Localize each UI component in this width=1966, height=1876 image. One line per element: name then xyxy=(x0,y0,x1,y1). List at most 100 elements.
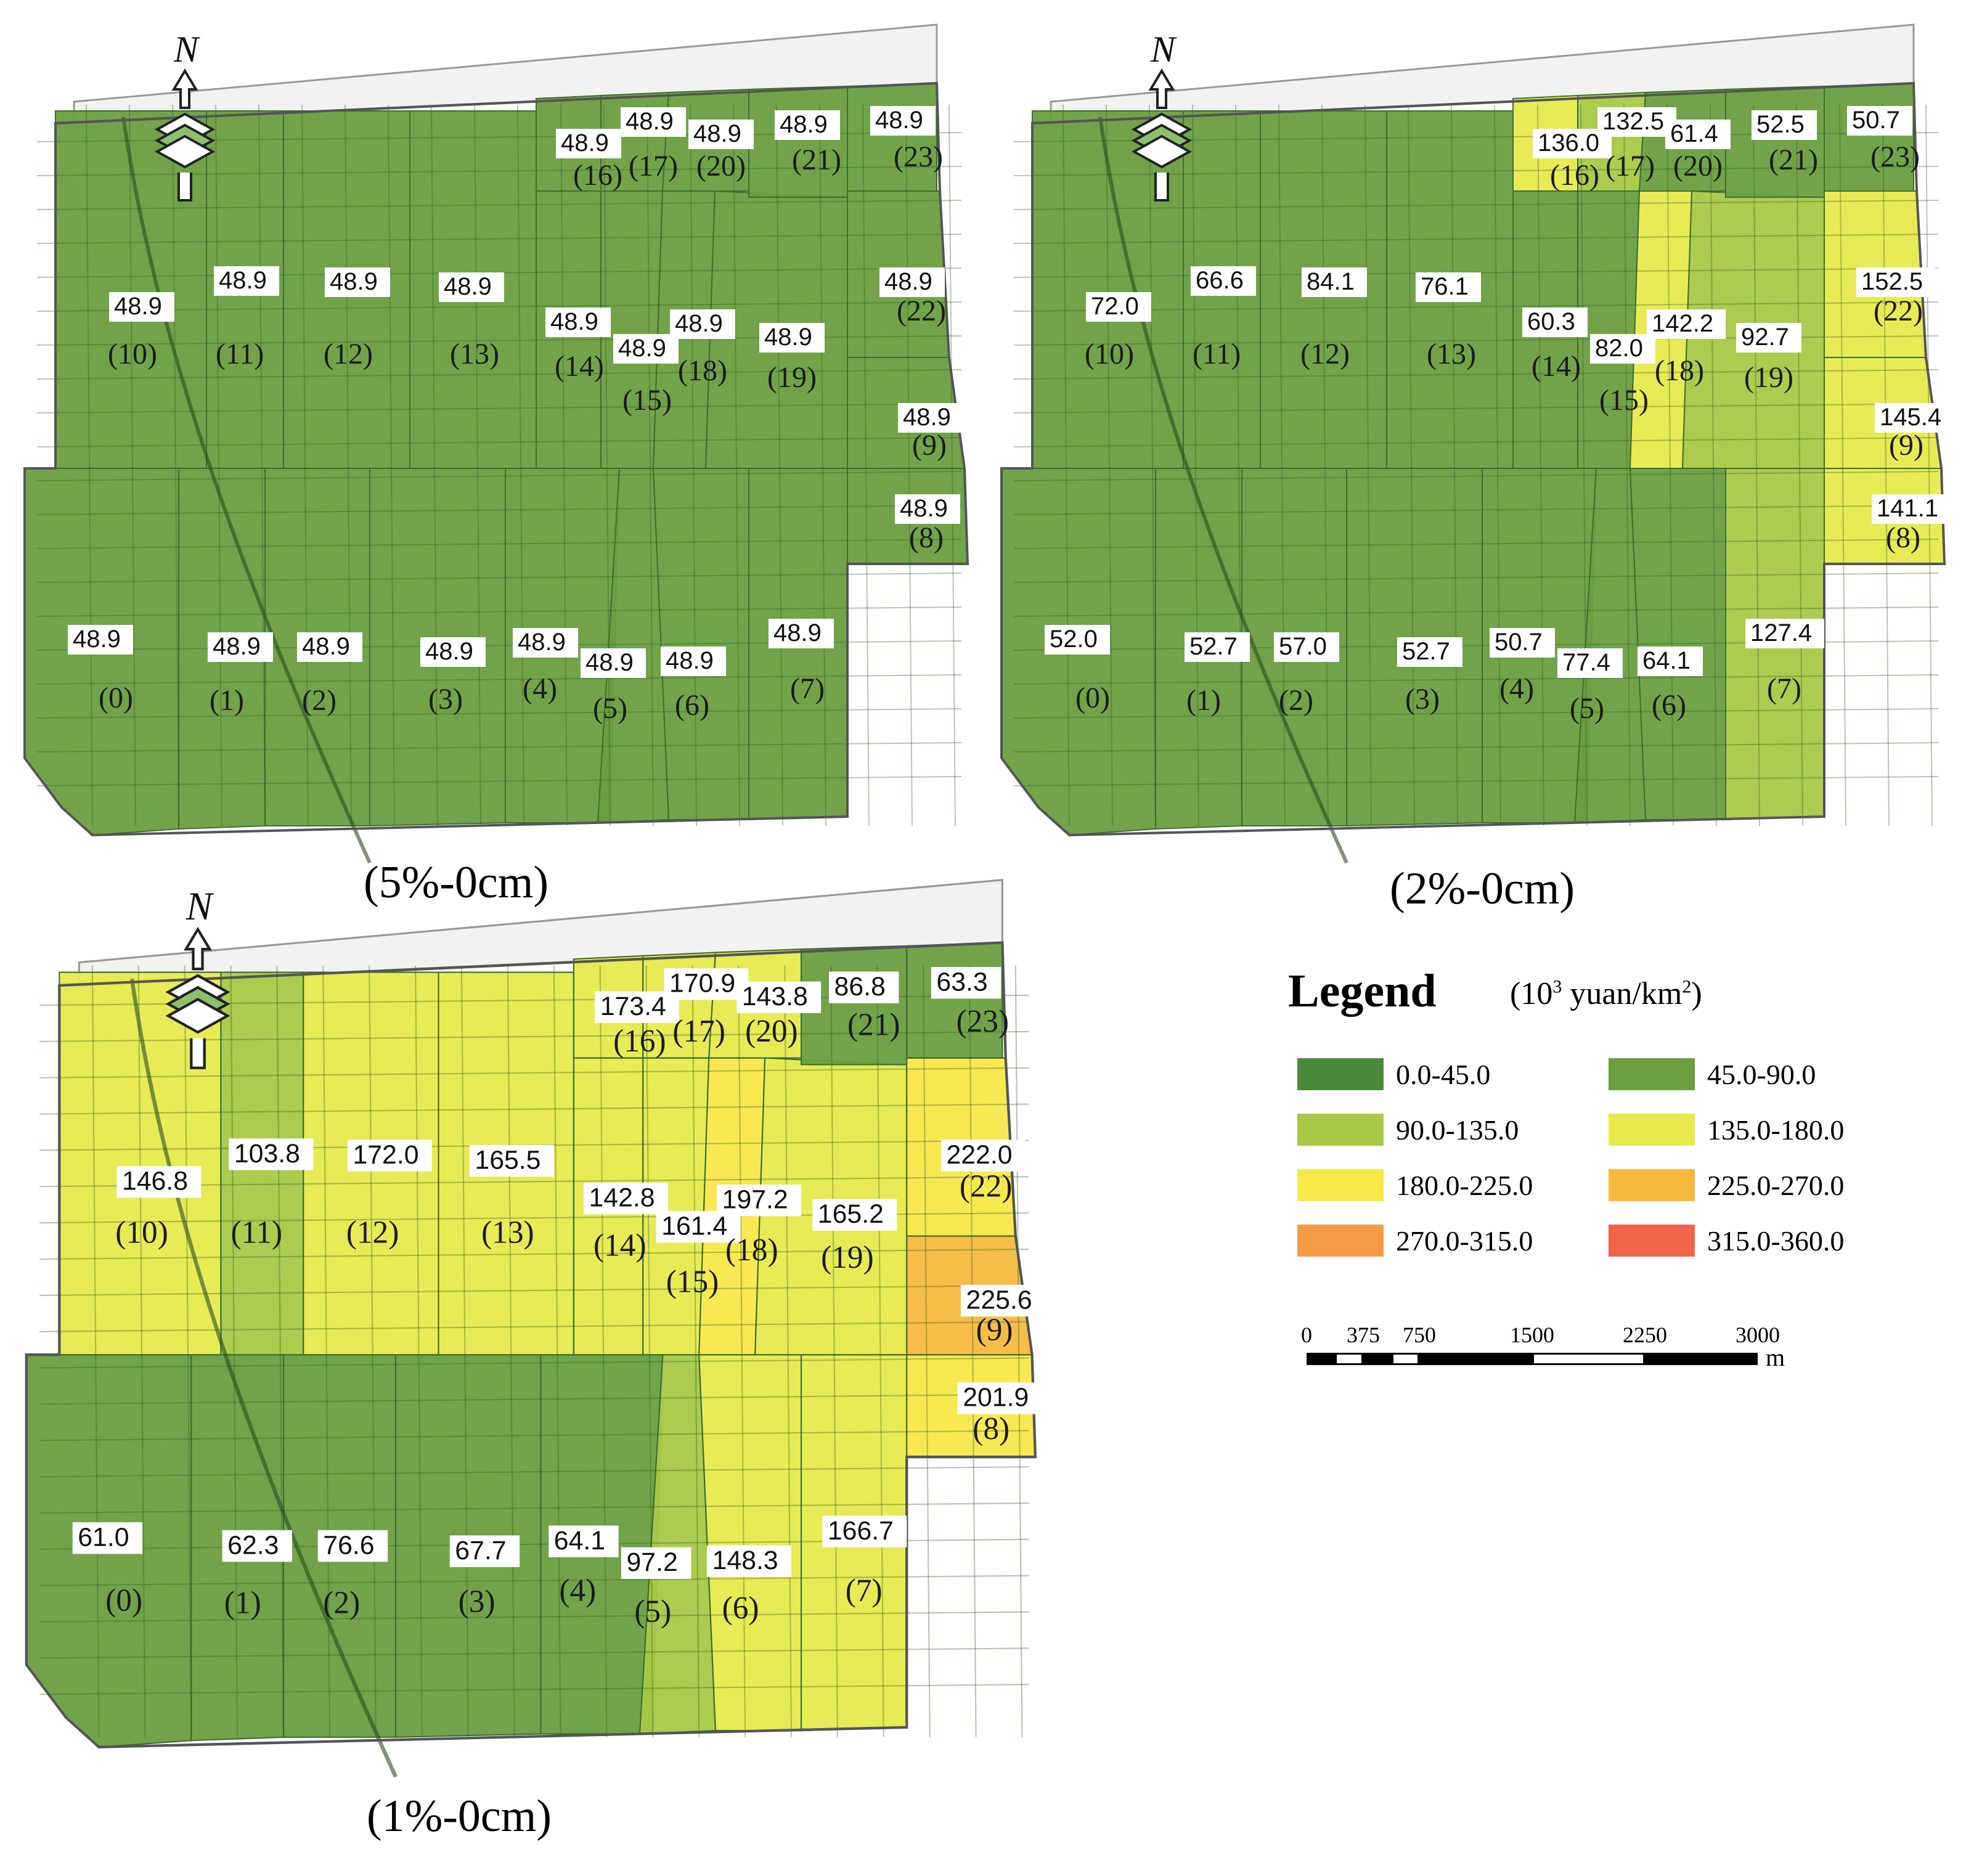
zone-label: 61.4 (20) xyxy=(1665,120,1731,182)
zone-label: 173.4 (16) xyxy=(595,991,680,1059)
zone-label: 48.9 (17) xyxy=(621,107,686,182)
zone-value: 141.1 xyxy=(1877,495,1938,522)
scale-segment xyxy=(1363,1353,1392,1365)
map-panel-1pct: N 61.0 (0) 62.3 (1) 76.6 (2) 67.7 (3) 64.1 (4) 97.2… xyxy=(0,854,1072,1778)
zone-label: 48.9(22) xyxy=(879,267,946,327)
zone-label: 48.9 (11) xyxy=(214,266,279,370)
legend-title: Legend xyxy=(1288,965,1437,1017)
value-box xyxy=(1647,309,1726,339)
zone-value: 48.9 xyxy=(884,268,932,295)
value-box xyxy=(556,129,621,158)
zone-index: (14) xyxy=(555,350,604,383)
value-box xyxy=(736,981,822,1013)
zone-value: 136.0 xyxy=(1538,129,1599,157)
zone-value: 48.9 xyxy=(425,638,473,665)
zone-label: 82.0 (15) xyxy=(1590,334,1655,417)
value-box xyxy=(661,646,726,676)
zone-label: 48.9 (14) xyxy=(545,308,611,383)
zone-value: 222.0 xyxy=(946,1140,1012,1170)
zone-label: 60.3 (14) xyxy=(1522,308,1588,383)
map-outline xyxy=(1000,81,1946,837)
zone-label: 52.7 (1) xyxy=(1185,632,1250,717)
zone-label: 61.0 (0) xyxy=(72,1522,143,1618)
scale-unit: m xyxy=(1766,1344,1785,1371)
zone-value: 48.9 xyxy=(626,108,674,135)
zone-label: 48.9 (21) xyxy=(775,110,841,176)
value-box xyxy=(549,1525,619,1557)
legend-item: 225.0-270.0 xyxy=(1609,1168,1904,1202)
value-box xyxy=(1416,272,1481,302)
value-box xyxy=(621,107,686,137)
zone-index: (5) xyxy=(593,692,627,725)
value-box xyxy=(1274,632,1339,662)
zone-value: 48.9 xyxy=(666,647,714,674)
zone-label: 142.2 (18) xyxy=(1647,309,1726,387)
zone-label: 52.0 (0) xyxy=(1045,625,1110,714)
zone-label: 142.8 (14) xyxy=(583,1182,668,1263)
legend-label: 90.0-135.0 xyxy=(1396,1114,1519,1146)
zone-value: 48.9 xyxy=(764,324,812,351)
zone-label: 103.8 (11) xyxy=(229,1138,314,1250)
zone-index: (6) xyxy=(722,1591,759,1626)
zone-label: 86.8 (21) xyxy=(828,971,900,1042)
zone-value: 76.1 xyxy=(1421,273,1469,300)
zone-value: 165.5 xyxy=(475,1145,540,1175)
scale-segment xyxy=(1419,1353,1532,1365)
zone-index: (21) xyxy=(847,1007,900,1042)
zone-index: (8) xyxy=(1886,521,1920,554)
zone-index: (19) xyxy=(821,1240,874,1275)
zone-value: 60.3 xyxy=(1527,308,1575,335)
legend-label: 180.0-225.0 xyxy=(1396,1170,1533,1201)
value-box xyxy=(1185,632,1250,662)
zone-index: (10) xyxy=(108,338,157,370)
zone-index: (13) xyxy=(1427,338,1476,370)
north-arrow-icon: N xyxy=(154,29,216,202)
zone-value: 50.7 xyxy=(1495,629,1543,656)
zone-value: 48.9 xyxy=(302,633,350,660)
zone-label: 97.2 (5) xyxy=(621,1547,691,1629)
legend-item: 315.0-360.0 xyxy=(1609,1223,1904,1258)
zone-label: 48.9(8) xyxy=(895,494,960,554)
legend: Legend (103 yuan/km2) 0.0-45.0 45.0-90.0… xyxy=(1282,965,1898,1408)
zone-label: 170.9 (17) xyxy=(664,968,749,1049)
value-box xyxy=(898,403,963,433)
value-box xyxy=(1875,403,1954,433)
zone-value: 48.9 xyxy=(444,273,492,300)
value-box xyxy=(1557,648,1623,678)
zone-value: 170.9 xyxy=(669,969,735,998)
zone-label: 48.9 (6) xyxy=(661,646,726,722)
value-box xyxy=(1590,334,1655,364)
zone-index: (8) xyxy=(973,1411,1010,1446)
map-1pct-svg: N 61.0 (0) 62.3 (1) 76.6 (2) 67.7 (3) 64.1 (4) 97.2… xyxy=(25,879,1045,1778)
zone-value: 76.6 xyxy=(323,1530,374,1560)
zone-area xyxy=(1725,85,1825,198)
value-box xyxy=(1745,619,1824,648)
zone-index: (17) xyxy=(672,1014,725,1049)
zone-index: (11) xyxy=(231,1215,283,1250)
zone-index: (3) xyxy=(428,683,463,716)
value-box xyxy=(895,494,960,524)
zone-index: (20) xyxy=(696,150,746,182)
zone-label: 48.9 (3) xyxy=(420,637,486,716)
value-box xyxy=(439,272,504,302)
value-box xyxy=(229,1138,314,1170)
zone-index: (22) xyxy=(897,295,946,327)
zone-index: (11) xyxy=(216,338,264,370)
zone-value: 64.1 xyxy=(554,1526,605,1556)
value-box xyxy=(769,619,834,648)
zone-label: 143.8 (20) xyxy=(736,981,822,1049)
zone-label: 67.7 (3) xyxy=(449,1535,520,1620)
value-box xyxy=(1522,308,1588,337)
value-box xyxy=(449,1535,520,1567)
zone-index: (12) xyxy=(1300,338,1350,370)
zone-value: 84.1 xyxy=(1307,268,1355,295)
scale-tick-label: 375 xyxy=(1347,1323,1380,1347)
zone-label: 48.9(16) xyxy=(556,129,622,192)
zone-index: (13) xyxy=(481,1215,534,1250)
zone-index: (7) xyxy=(1767,672,1801,705)
zone-index: (5) xyxy=(634,1594,671,1629)
value-box xyxy=(931,967,1001,999)
zone-index: (14) xyxy=(1532,350,1581,383)
zone-index: (2) xyxy=(323,1586,360,1621)
zone-label: 48.9 (0) xyxy=(68,625,133,714)
